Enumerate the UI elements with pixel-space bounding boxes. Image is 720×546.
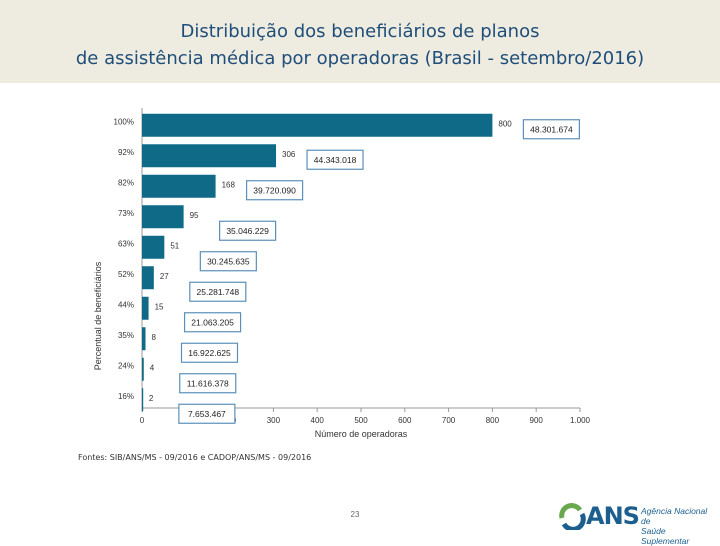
x-tick-label: 1.000 <box>570 416 591 425</box>
y-tick-label: 52% <box>118 270 134 279</box>
beneficiary-label: 25.281.748 <box>197 287 240 297</box>
data-label: 800 <box>498 119 512 128</box>
title-line-2: de assistência médica por operadoras (Br… <box>75 48 645 69</box>
beneficiary-box <box>179 373 237 394</box>
beneficiary-box <box>189 281 247 302</box>
beneficiary-box <box>306 149 364 170</box>
logo-line-1: Agência Nacional de <box>641 506 708 526</box>
beneficiary-label: 39.720.090 <box>253 185 296 195</box>
y-tick-label: 63% <box>118 239 134 248</box>
y-tick-label: 73% <box>118 209 134 218</box>
data-label: 4 <box>150 363 155 372</box>
data-label: 95 <box>190 211 199 220</box>
data-label: 168 <box>222 180 236 189</box>
data-label: 15 <box>155 302 164 311</box>
header-banner: Distribuição dos beneficiários de planos… <box>0 0 720 83</box>
bar-chart: 01002003004005006007008009001.000 100%80… <box>93 108 591 439</box>
page-number: 23 <box>350 510 360 519</box>
ans-logo-icon <box>559 503 586 530</box>
beneficiary-box <box>199 251 257 272</box>
y-tick-label: 16% <box>118 392 134 401</box>
beneficiary-box <box>522 119 581 140</box>
beneficiary-label: 30.245.635 <box>207 256 250 266</box>
beneficiary-box <box>178 403 236 424</box>
y-tick-label: 92% <box>118 148 134 157</box>
beneficiary-label: 7.653.467 <box>188 409 226 419</box>
y-tick-label: 35% <box>118 331 134 340</box>
beneficiary-box <box>219 220 277 241</box>
data-label: 51 <box>170 241 179 250</box>
beneficiary-label: 21.063.205 <box>191 317 234 327</box>
beneficiary-label: 16.922.625 <box>188 348 231 358</box>
logo-acronym: ANS <box>586 502 640 530</box>
bar <box>142 327 146 351</box>
beneficiary-label: 44.343.018 <box>314 155 357 165</box>
data-label: 8 <box>152 333 157 342</box>
x-tick-label: 900 <box>530 416 544 425</box>
x-tick-label: 800 <box>486 416 500 425</box>
bar <box>142 144 277 168</box>
page-title: Distribuição dos beneficiários de planos… <box>0 18 720 72</box>
beneficiary-box <box>180 342 239 363</box>
beneficiary-label: 48.301.674 <box>530 124 573 134</box>
data-label: 2 <box>149 394 154 403</box>
x-tick-label: 700 <box>442 416 456 425</box>
beneficiary-box <box>183 312 242 333</box>
bar <box>142 296 149 320</box>
bar <box>142 113 493 137</box>
x-tick-label: 500 <box>354 416 368 425</box>
y-tick-label: 24% <box>118 361 134 370</box>
ans-logo: ANS Agência Nacional de Saúde Suplementa… <box>558 500 708 546</box>
y-tick-label: 82% <box>118 178 134 187</box>
logo-subtitle: Agência Nacional de Saúde Suplementar <box>641 506 708 546</box>
x-tick-label: 0 <box>140 416 145 425</box>
beneficiary-box <box>245 180 304 201</box>
x-tick-label: 300 <box>267 416 281 425</box>
beneficiary-label: 35.046.229 <box>226 226 269 236</box>
bar <box>142 388 144 412</box>
x-axis-title: Número de operadoras <box>315 429 408 439</box>
y-tick-label: 44% <box>118 300 134 309</box>
x-tick-label: 400 <box>311 416 325 425</box>
bar <box>142 357 144 381</box>
data-label: 27 <box>160 272 169 281</box>
data-label: 306 <box>282 150 296 159</box>
logo-line-2: Saúde Suplementar <box>641 526 690 546</box>
y-axis-title: Percentual de beneficiários <box>93 261 103 370</box>
source-note: Fontes: SIB/ANS/MS - 09/2016 e CADOP/ANS… <box>78 453 312 462</box>
beneficiary-label: 11.616.378 <box>187 378 229 388</box>
title-line-1: Distribuição dos beneficiários de planos <box>180 21 540 42</box>
bar <box>142 205 184 229</box>
bar <box>142 235 165 259</box>
bar <box>142 266 154 290</box>
y-tick-label: 100% <box>114 117 134 126</box>
x-tick-label: 600 <box>398 416 412 425</box>
bar <box>142 174 216 198</box>
